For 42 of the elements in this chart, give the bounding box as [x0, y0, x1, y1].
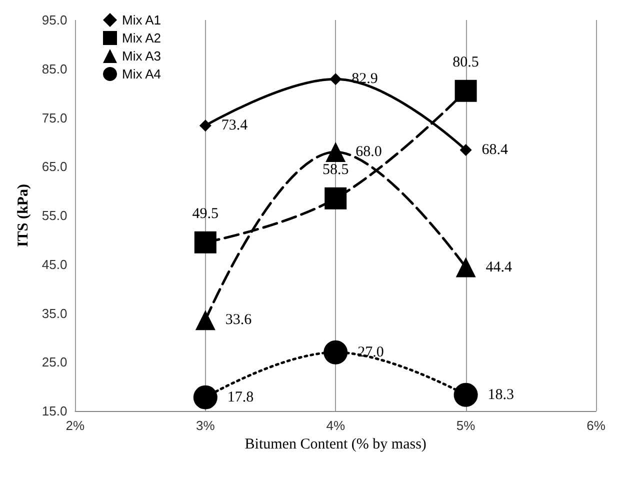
y-tick-label: 35.0 [42, 306, 68, 321]
x-axis-title: Bitumen Content (% by mass) [244, 436, 426, 452]
y-tick-label: 75.0 [42, 110, 68, 126]
y-tick-label: 65.0 [42, 159, 68, 174]
x-tick-label: 5% [456, 418, 476, 433]
data-label: 80.5 [452, 54, 479, 70]
data-label: 18.3 [488, 386, 514, 403]
legend-label: Mix A1 [122, 12, 162, 28]
x-tick-label: 6% [586, 418, 606, 433]
point [326, 142, 346, 162]
x-tick-label: 4% [326, 418, 346, 433]
legend-label: Mix A4 [122, 66, 162, 82]
point [193, 385, 218, 410]
point [456, 257, 476, 278]
y-tick-label: 55.0 [42, 208, 68, 223]
y-tick-label: 25.0 [42, 354, 68, 370]
point [454, 80, 477, 102]
data-label: 49.5 [192, 206, 219, 222]
point [199, 120, 212, 132]
data-label: 68.4 [482, 142, 509, 158]
legend-label: Mix A3 [122, 48, 162, 64]
y-tick-label: 85.0 [42, 61, 68, 76]
y-tick-label: 15.0 [42, 404, 68, 418]
data-label: 17.8 [227, 389, 254, 406]
y-tick-label: 45.0 [42, 256, 68, 272]
point [194, 231, 216, 254]
y-tick-label: 95.0 [42, 12, 68, 28]
point [324, 340, 348, 364]
x-tick-label: 2% [66, 418, 86, 433]
point [460, 144, 472, 156]
data-label: 33.6 [225, 312, 252, 328]
data-label: 58.5 [322, 162, 349, 178]
point [195, 310, 216, 330]
point [454, 382, 478, 407]
point [330, 73, 342, 86]
data-label: 44.4 [486, 259, 513, 276]
x-tick-label: 3% [196, 418, 216, 433]
point [324, 187, 347, 210]
legend-label: Mix A2 [122, 30, 162, 46]
y-axis-title: ITS (kPa) [16, 184, 32, 247]
data-label: 68.0 [356, 144, 382, 160]
data-label: 73.4 [221, 118, 248, 134]
